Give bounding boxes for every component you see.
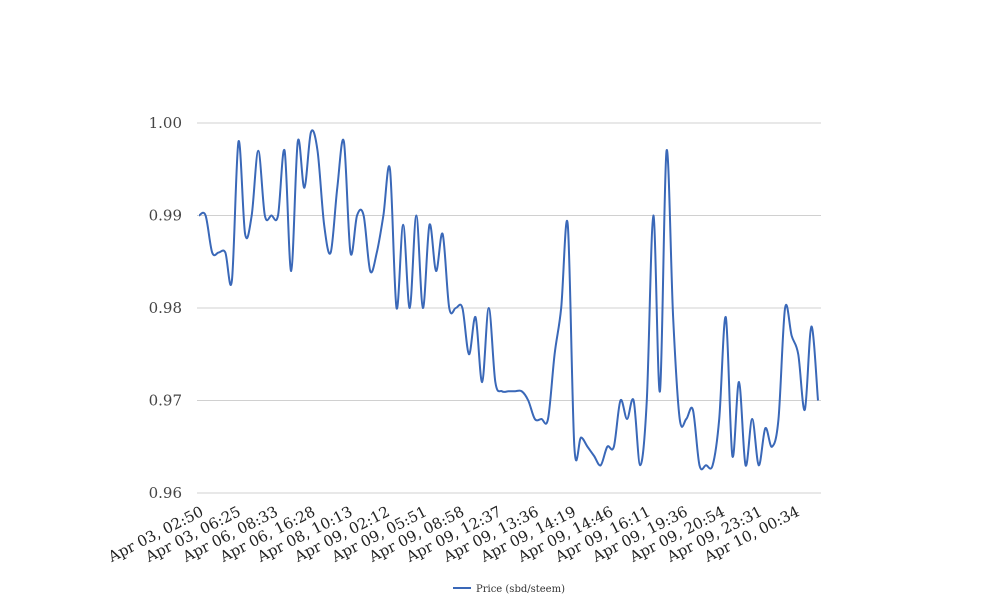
series-line-price: [198, 129, 819, 471]
y-tick-label: 1.00: [149, 114, 182, 132]
series-layer: [198, 129, 819, 471]
y-tick-label: 0.98: [149, 299, 182, 317]
y-tick-label: 0.96: [149, 484, 182, 502]
legend-label: Price (sbd/steem): [476, 584, 565, 595]
y-tick-label: 0.97: [149, 392, 182, 410]
legend: Price (sbd/steem): [453, 584, 565, 595]
y-tick-label: 0.99: [149, 207, 182, 225]
y-axis-ticks: 0.96 0.97 0.98 0.99 1.00: [149, 114, 182, 502]
gridlines: [197, 122, 821, 494]
